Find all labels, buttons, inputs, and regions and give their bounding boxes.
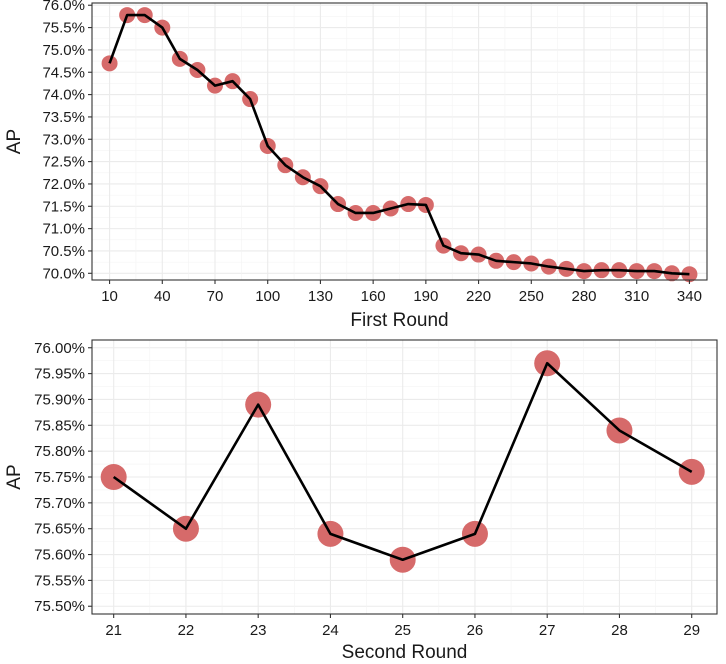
y-tick-label: 75.85% (34, 417, 85, 434)
first-round-grid (92, 3, 707, 280)
x-tick-label: 23 (250, 622, 267, 639)
y-tick-label: 75.75% (34, 469, 85, 486)
x-tick-label: 220 (466, 288, 491, 305)
x-tick-label: 100 (255, 288, 280, 305)
y-tick-label: 76.00% (34, 340, 85, 357)
y-tick-label: 73.0% (42, 131, 85, 148)
y-tick-label: 71.0% (42, 221, 85, 238)
second-round-panel: 75.50% 75.55% 75.60% 75.65% 75.70% 75.75% 75.8… (4, 339, 718, 663)
series-line (108, 13, 690, 276)
data-point (101, 55, 118, 72)
x-tick-label: 310 (624, 288, 649, 305)
second-round-grid (92, 340, 717, 614)
y-tick-label: 72.5% (42, 154, 85, 171)
y-tick-label: 75.90% (34, 391, 85, 408)
x-tick-label: 26 (467, 622, 484, 639)
y-tick-label: 75.55% (34, 572, 85, 589)
x-tick-label: 250 (519, 288, 544, 305)
x-tick-label: 190 (413, 288, 438, 305)
data-point (678, 458, 705, 485)
y-axis-title: AP (4, 129, 25, 154)
y-tick-label: 75.80% (34, 443, 85, 460)
y-tick-label: 73.5% (42, 109, 85, 126)
x-tick-label: 160 (361, 288, 386, 305)
y-tick-label: 75.50% (34, 598, 85, 615)
y-tick-label: 75.95% (34, 366, 85, 383)
x-tick-label: 21 (105, 622, 122, 639)
first-round-panel: 70.0% 70.5% 71.0% 71.5% 72.0% 72.5% 73.0% 73.5%… (4, 0, 708, 331)
y-tick-label: 75.60% (34, 547, 85, 564)
y-tick-label: 75.70% (34, 495, 85, 512)
y-tick-label: 70.5% (42, 243, 85, 260)
x-axis-title: First Round (350, 310, 448, 331)
x-axis-title: Second Round (342, 642, 468, 663)
data-point (100, 464, 127, 490)
y-tick-label: 75.5% (42, 20, 85, 37)
x-tick-label: 22 (178, 622, 195, 639)
x-tick-label: 25 (394, 622, 411, 639)
x-tick-label: 28 (611, 622, 628, 639)
first-round-panel-border (91, 2, 708, 281)
y-tick-label: 75.65% (34, 521, 85, 538)
x-tick-label: 24 (322, 622, 339, 639)
x-tick-label: 130 (308, 288, 333, 305)
y-tick-label: 74.5% (42, 64, 85, 81)
x-tick-label: 27 (539, 622, 556, 639)
y-tick-label: 74.0% (42, 87, 85, 104)
x-tick-label: 280 (571, 288, 596, 305)
x-tick-label: 10 (101, 288, 118, 305)
y-tick-label: 76.0% (42, 0, 85, 14)
series-line (112, 361, 693, 562)
y-tick-label: 70.0% (42, 265, 85, 282)
y-axis-title: AP (4, 464, 25, 489)
x-tick-label: 340 (677, 288, 702, 305)
x-tick-label: 29 (683, 622, 700, 639)
y-tick-label: 71.5% (42, 198, 85, 215)
x-tick-label: 70 (207, 288, 224, 305)
y-tick-label: 75.0% (42, 42, 85, 59)
y-tick-label: 72.0% (42, 176, 85, 193)
x-tick-label: 40 (154, 288, 171, 305)
